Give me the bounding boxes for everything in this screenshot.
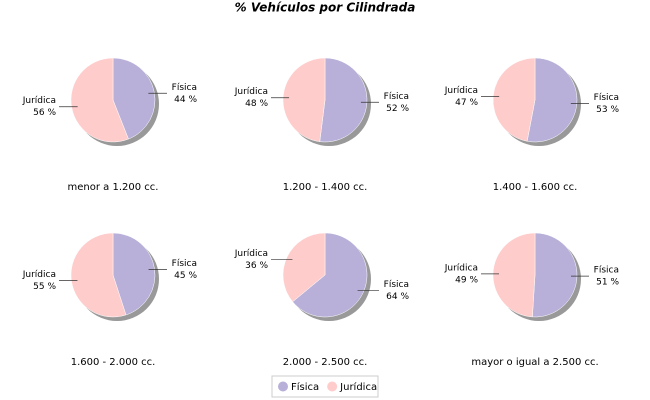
slice-label: Jurídica (22, 96, 56, 106)
slice-label: Física (384, 92, 409, 102)
pie-title: 2.000 - 2.500 cc. (283, 357, 368, 368)
legend-marker (278, 381, 288, 392)
pie-slice (112, 57, 156, 140)
value-label: 36 % (245, 261, 268, 271)
slice-label: Física (172, 83, 197, 93)
value-label: 51 % (596, 278, 619, 288)
pie-title: menor a 1.200 cc. (68, 182, 159, 193)
slice-label: Física (172, 259, 197, 269)
pie-title: 1.400 - 1.600 cc. (493, 182, 578, 193)
pie-slice (492, 232, 536, 318)
pie-title: 1.200 - 1.400 cc. (283, 182, 368, 193)
slice-label: Jurídica (444, 263, 478, 273)
legend-label: Jurídica (339, 381, 377, 393)
slice-label: Jurídica (234, 87, 268, 97)
value-label: 64 % (386, 292, 409, 302)
chart-title: % Vehículos por Cilindrada (235, 1, 416, 15)
legend-marker (327, 381, 338, 392)
value-label: 52 % (386, 104, 409, 114)
legend-label: Física (291, 381, 319, 393)
pie-slice (112, 232, 156, 316)
pie-slice (492, 57, 536, 142)
value-label: 44 % (174, 95, 197, 105)
slice-label: Física (594, 266, 619, 276)
pie-slice (282, 57, 326, 142)
pie-slice (70, 57, 129, 143)
pie-title: 1.600 - 2.000 cc. (71, 357, 156, 368)
value-label: 53 % (596, 105, 619, 115)
value-label: 48 % (245, 99, 268, 109)
pie-slice (282, 232, 326, 303)
value-label: 45 % (174, 271, 197, 281)
value-label: 47 % (455, 98, 478, 108)
value-label: 55 % (33, 282, 56, 292)
slice-label: Física (384, 280, 409, 290)
legend-box (271, 375, 379, 398)
pie-slice (319, 57, 368, 143)
pie-slice (526, 57, 578, 143)
pie-slice (70, 232, 127, 318)
slice-label: Física (594, 93, 619, 103)
value-label: 56 % (33, 108, 56, 118)
slice-label: Jurídica (22, 270, 56, 280)
pie-title: mayor o igual a 2.500 cc. (471, 357, 598, 368)
pie-slice (292, 232, 368, 318)
slice-label: Jurídica (444, 86, 478, 96)
slice-label: Jurídica (234, 249, 268, 259)
value-label: 49 % (455, 275, 478, 285)
